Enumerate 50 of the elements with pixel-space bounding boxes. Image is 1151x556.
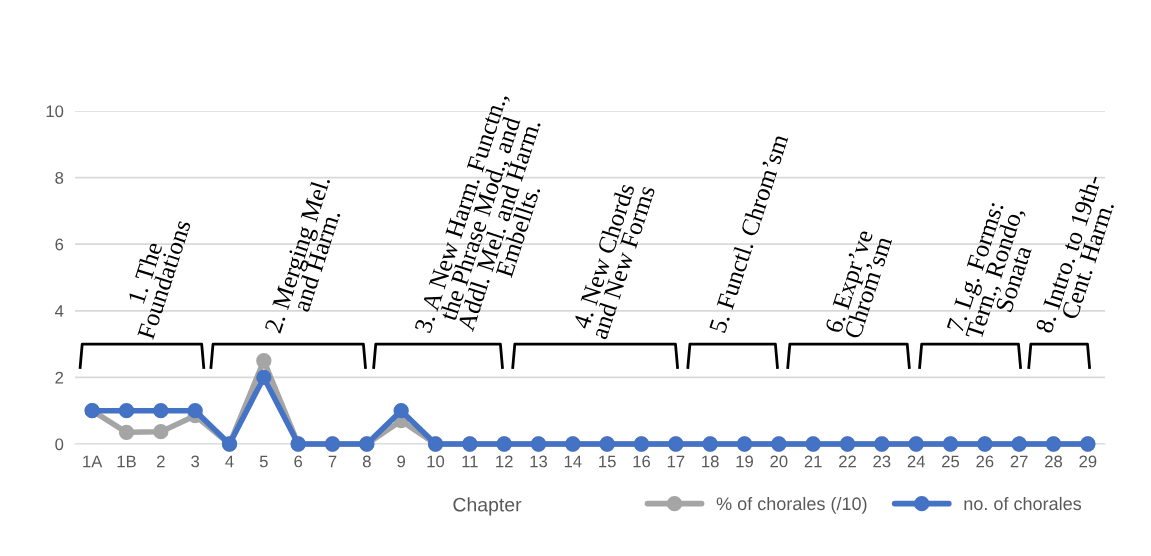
x-tick-label: 13 <box>530 455 548 468</box>
x-tick-label: 1A <box>83 455 103 468</box>
point <box>256 369 272 386</box>
point <box>393 403 409 419</box>
x-tick-label: 4 <box>225 455 234 468</box>
x-tick-label: 10 <box>427 455 445 468</box>
legend-label: no. of chorales <box>964 496 1082 511</box>
annotation: 4. New Chords and New Forms <box>571 182 656 340</box>
x-tick-label: 29 <box>1079 455 1097 468</box>
x-tick-label: 7 <box>328 455 337 468</box>
x-tick-label: 14 <box>564 455 582 468</box>
y-tick-label: 6 <box>55 238 64 251</box>
x-tick-label: 22 <box>839 455 856 468</box>
point <box>256 353 272 369</box>
x-tick-label: 2 <box>157 455 165 468</box>
x-tick-label: 8 <box>362 455 371 468</box>
x-tick-label: 19 <box>736 455 753 468</box>
y-tick-label: 8 <box>55 172 64 184</box>
x-tick-label: 25 <box>942 455 960 468</box>
x-tick-label: 23 <box>873 455 891 468</box>
legend-label: % of chorales (/10) <box>716 496 867 514</box>
x-tick-label: 28 <box>1045 455 1063 468</box>
y-tick-label: 2 <box>55 371 64 384</box>
x-tick-label: 27 <box>1010 455 1028 468</box>
point <box>118 424 135 440</box>
x-tick-label: 3 <box>191 455 200 468</box>
x-tick-label: 26 <box>976 455 994 468</box>
x-axis-title: Chapter <box>453 497 522 516</box>
x-tick-label: 1B <box>117 455 136 468</box>
x-tick-label: 5 <box>259 455 268 468</box>
x-tick-label: 18 <box>702 455 719 468</box>
point <box>153 424 169 440</box>
x-tick-label: 16 <box>633 455 651 468</box>
point <box>118 403 135 419</box>
annotation: 7. Lg. Forms: Tern., Rondo, Sonata <box>946 201 1032 342</box>
x-tick-label: 24 <box>907 455 925 468</box>
x-tick-label: 20 <box>770 455 788 468</box>
y-tick-label: 10 <box>46 105 64 118</box>
x-tick-label: 9 <box>397 455 406 468</box>
point <box>153 403 169 419</box>
y-tick-label: 4 <box>55 305 64 317</box>
x-tick-label: 21 <box>804 455 822 468</box>
point <box>187 403 203 419</box>
y-tick-label: 0 <box>55 438 64 451</box>
x-tick-label: 17 <box>667 455 685 468</box>
x-tick-label: 11 <box>462 455 478 468</box>
annotation: 8. Intro. to 19th- Cent. Harm. <box>1034 173 1115 334</box>
x-tick-label: 6 <box>294 455 303 468</box>
x-tick-label: 12 <box>496 455 513 468</box>
x-tick-label: 15 <box>599 455 616 468</box>
